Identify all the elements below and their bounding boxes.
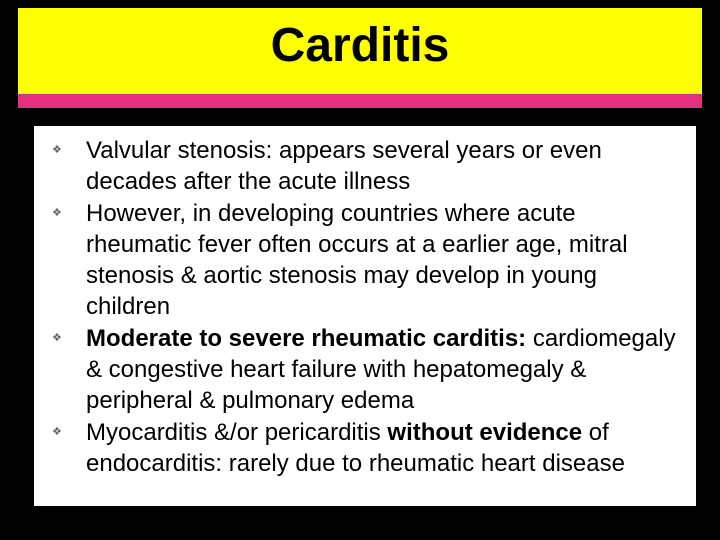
bullet-item: ❖ Moderate to severe rheumatic carditis: …: [52, 324, 678, 416]
slide: Carditis ❖ Valvular stenosis: appears sev…: [0, 0, 720, 540]
accent-band: [18, 94, 702, 108]
bullet-text: Valvular stenosis: appears several years…: [86, 136, 678, 197]
text-segment: However, in developing countries where a…: [86, 200, 628, 319]
title-band: Carditis: [18, 8, 702, 94]
bullet-item: ❖ Myocarditis &/or pericarditis without e…: [52, 418, 678, 479]
bullet-text: Myocarditis &/or pericarditis without ev…: [86, 418, 678, 479]
diamond-bullet-icon: ❖: [52, 333, 66, 344]
diamond-bullet-icon: ❖: [52, 208, 66, 219]
bullet-text: However, in developing countries where a…: [86, 199, 678, 322]
text-segment: Myocarditis &/or pericarditis: [86, 419, 387, 446]
bullet-text: Moderate to severe rheumatic carditis: c…: [86, 324, 678, 416]
diamond-bullet-icon: ❖: [52, 145, 66, 156]
slide-title: Carditis: [18, 22, 702, 70]
bullet-item: ❖ Valvular stenosis: appears several year…: [52, 136, 678, 197]
bullet-item: ❖ However, in developing countries where …: [52, 199, 678, 322]
bold-segment: without evidence: [387, 419, 588, 446]
content-area: ❖ Valvular stenosis: appears several year…: [34, 126, 696, 506]
diamond-bullet-icon: ❖: [52, 427, 66, 438]
bold-segment: Moderate to severe rheumatic carditis:: [86, 325, 533, 352]
text-segment: Valvular stenosis: appears several years…: [86, 137, 602, 195]
